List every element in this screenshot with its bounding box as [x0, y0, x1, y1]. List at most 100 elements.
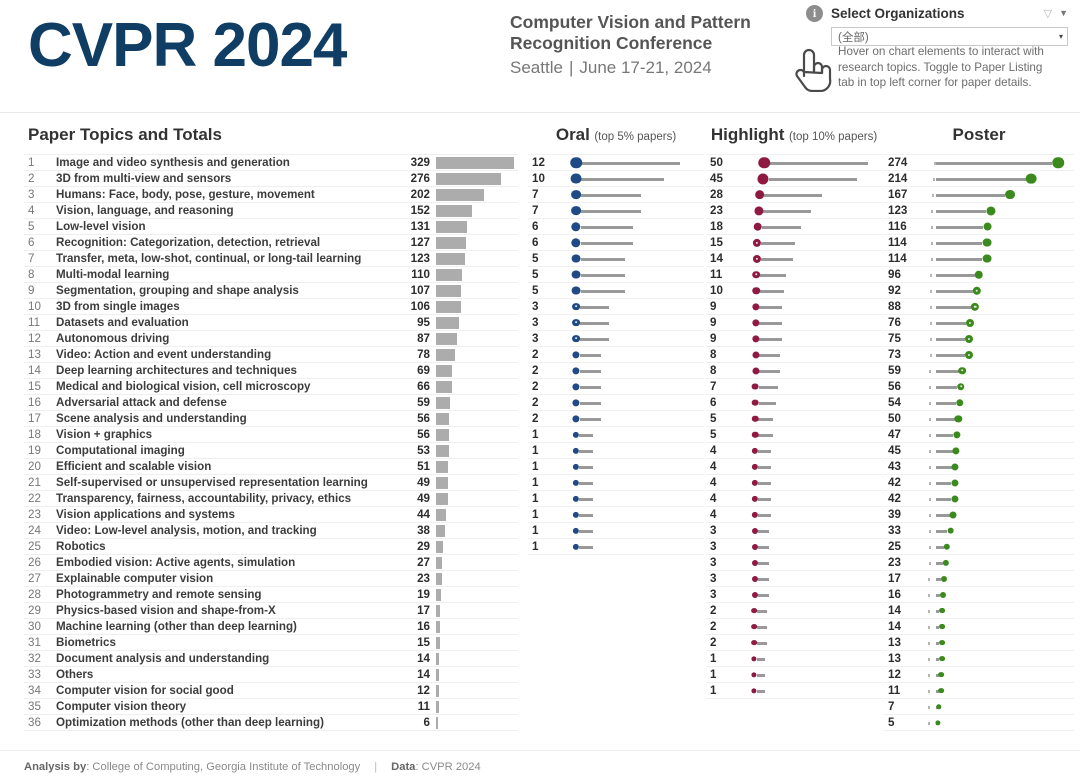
table-row[interactable]: 2 3D from multi-view and sensors 276	[24, 170, 518, 187]
table-row[interactable]: 12	[528, 154, 704, 171]
lollipop-dot[interactable]	[943, 543, 951, 550]
lollipop-dot[interactable]	[956, 398, 964, 407]
lollipop-cell[interactable]	[922, 538, 1074, 555]
lollipop-cell[interactable]	[744, 202, 882, 219]
lollipop-dot[interactable]	[572, 463, 580, 470]
table-row[interactable]: 18 Vision + graphics 56	[24, 426, 518, 443]
lollipop-dot[interactable]	[938, 671, 945, 678]
lollipop-cell[interactable]	[922, 202, 1074, 219]
table-row[interactable]: 28	[706, 186, 882, 203]
table-row[interactable]: 88	[884, 298, 1074, 315]
table-row[interactable]: 4	[706, 490, 882, 507]
table-row[interactable]: 3	[528, 330, 704, 347]
lollipop-cell[interactable]	[566, 426, 704, 443]
lollipop-dot[interactable]	[974, 270, 983, 279]
topic-bar-cell[interactable]	[436, 650, 518, 667]
lollipop-cell[interactable]	[744, 458, 882, 475]
lollipop-cell[interactable]	[744, 506, 882, 523]
lollipop-cell[interactable]	[566, 314, 704, 331]
lollipop-dot[interactable]	[751, 383, 759, 390]
lollipop-cell[interactable]	[922, 458, 1074, 475]
topic-bar-cell[interactable]	[436, 378, 518, 395]
table-row[interactable]: 3	[706, 538, 882, 555]
table-row[interactable]: 34 Computer vision for social good 12	[24, 682, 518, 699]
table-row[interactable]: 14	[706, 250, 882, 267]
table-row[interactable]: 5	[884, 714, 1074, 731]
lollipop-dot[interactable]	[751, 447, 758, 454]
lollipop-cell[interactable]	[922, 346, 1074, 363]
lollipop-cell[interactable]	[566, 490, 704, 507]
topic-bar-cell[interactable]	[436, 458, 518, 475]
lollipop-dot[interactable]	[752, 254, 761, 263]
topic-bar-cell[interactable]	[436, 186, 518, 203]
table-row[interactable]: 3	[706, 586, 882, 603]
table-row[interactable]: 3	[528, 298, 704, 315]
lollipop-dot[interactable]	[751, 607, 758, 614]
lollipop-cell[interactable]	[744, 266, 882, 283]
lollipop-dot[interactable]	[938, 639, 945, 646]
table-row[interactable]: 11	[706, 266, 882, 283]
table-row[interactable]: 15 Medical and biological vision, cell mi…	[24, 378, 518, 395]
table-row[interactable]: 1	[528, 522, 704, 539]
lollipop-dot[interactable]	[752, 286, 760, 295]
lollipop-dot[interactable]	[757, 172, 769, 185]
topic-bar-cell[interactable]	[436, 250, 518, 267]
table-row[interactable]: 1	[528, 426, 704, 443]
table-row[interactable]: 42	[884, 474, 1074, 491]
lollipop-cell[interactable]	[922, 314, 1074, 331]
lollipop-dot[interactable]	[572, 527, 580, 534]
table-row[interactable]: 6 Recognition: Categorization, detection,…	[24, 234, 518, 251]
lollipop-cell[interactable]	[922, 442, 1074, 459]
table-row[interactable]: 11 Datasets and evaluation 95	[24, 314, 518, 331]
table-row[interactable]: 73	[884, 346, 1074, 363]
lollipop-dot[interactable]	[752, 318, 760, 327]
table-row[interactable]: 30 Machine learning (other than deep lear…	[24, 618, 518, 635]
lollipop-cell[interactable]	[922, 618, 1074, 635]
lollipop-cell[interactable]	[744, 362, 882, 379]
lollipop-cell[interactable]	[566, 282, 704, 299]
table-row[interactable]: 8 Multi-modal learning 110	[24, 266, 518, 283]
lollipop-dot[interactable]	[752, 334, 760, 343]
lollipop-cell[interactable]	[566, 522, 704, 539]
lollipop-cell[interactable]	[566, 250, 704, 267]
topic-bar-cell[interactable]	[436, 330, 518, 347]
lollipop-cell[interactable]	[744, 378, 882, 395]
lollipop-dot[interactable]	[751, 623, 758, 630]
lollipop-cell[interactable]	[566, 266, 704, 283]
table-row[interactable]: 20 Efficient and scalable vision 51	[24, 458, 518, 475]
table-row[interactable]: 17 Scene analysis and understanding 56	[24, 410, 518, 427]
table-row[interactable]: 1	[528, 490, 704, 507]
table-row[interactable]: 15	[706, 234, 882, 251]
lollipop-dot[interactable]	[982, 254, 992, 263]
topic-bar-cell[interactable]	[436, 666, 518, 683]
lollipop-dot[interactable]	[572, 350, 580, 359]
table-row[interactable]: 2	[528, 394, 704, 411]
lollipop-dot[interactable]	[752, 270, 760, 279]
lollipop-cell[interactable]	[566, 170, 704, 187]
lollipop-cell[interactable]	[744, 586, 882, 603]
lollipop-cell[interactable]	[922, 586, 1074, 603]
lollipop-dot[interactable]	[751, 591, 758, 598]
lollipop-dot[interactable]	[751, 511, 758, 518]
lollipop-dot[interactable]	[958, 366, 967, 375]
topic-bar-cell[interactable]	[436, 602, 518, 619]
lollipop-cell[interactable]	[744, 602, 882, 619]
table-row[interactable]: 3	[706, 522, 882, 539]
table-row[interactable]: 2	[528, 410, 704, 427]
table-row[interactable]: 5	[528, 250, 704, 267]
table-row[interactable]: 1	[528, 458, 704, 475]
topic-bar-cell[interactable]	[436, 298, 518, 315]
table-row[interactable]: 14 Deep learning architectures and techni…	[24, 362, 518, 379]
lollipop-cell[interactable]	[744, 218, 882, 235]
lollipop-dot[interactable]	[751, 687, 757, 694]
lollipop-cell[interactable]	[744, 650, 882, 667]
lollipop-dot[interactable]	[943, 559, 950, 566]
lollipop-dot[interactable]	[1005, 189, 1016, 200]
lollipop-cell[interactable]	[744, 394, 882, 411]
lollipop-cell[interactable]	[566, 218, 704, 235]
table-row[interactable]: 1	[528, 538, 704, 555]
table-row[interactable]: 12	[884, 666, 1074, 683]
topic-bar-cell[interactable]	[436, 442, 518, 459]
lollipop-cell[interactable]	[566, 506, 704, 523]
lollipop-dot[interactable]	[572, 366, 580, 375]
